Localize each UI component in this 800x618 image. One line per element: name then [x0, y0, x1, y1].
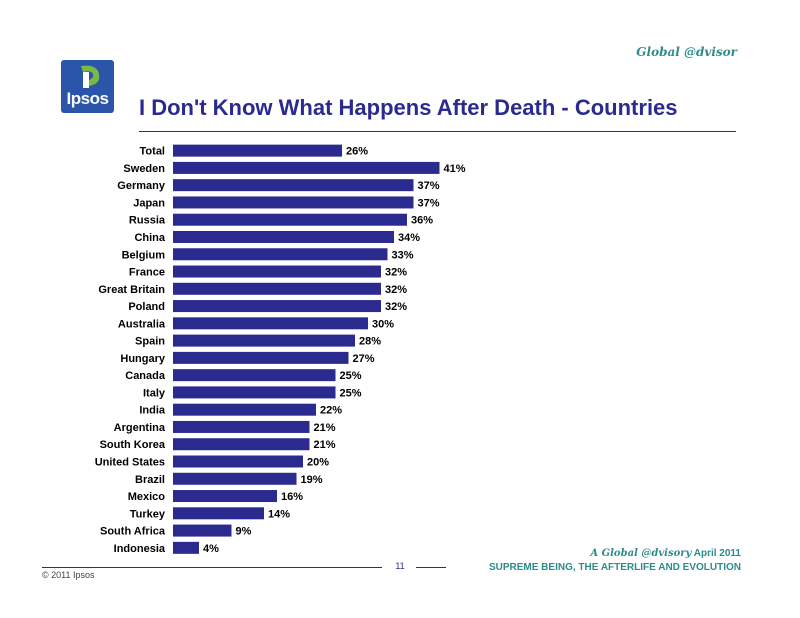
category-label: Russia — [129, 215, 166, 227]
category-label: Sweden — [123, 163, 165, 175]
category-label: Mexico — [128, 491, 166, 503]
data-label: 25% — [340, 370, 362, 382]
bar — [173, 455, 303, 468]
bar — [173, 248, 388, 261]
bar — [173, 438, 310, 451]
data-label: 32% — [385, 267, 407, 279]
data-label: 25% — [340, 387, 362, 399]
footer-divider-right — [416, 567, 446, 568]
data-label: 16% — [281, 491, 303, 503]
data-label: 32% — [385, 301, 407, 313]
data-label: 36% — [411, 215, 433, 227]
category-label: Germany — [117, 180, 166, 192]
bar — [173, 179, 414, 192]
data-label: 27% — [353, 353, 375, 365]
category-label: Belgium — [122, 249, 166, 261]
bar — [173, 507, 264, 520]
bar — [173, 334, 355, 347]
report-info: A Global @dvisory April 2011 SUPREME BEI… — [489, 547, 741, 575]
category-label: Argentina — [114, 422, 166, 434]
bar — [173, 213, 407, 226]
category-label: China — [134, 232, 165, 244]
category-label: Hungary — [120, 353, 166, 365]
brand-label: Global @dvisor — [636, 45, 737, 59]
category-label: Indonesia — [114, 543, 166, 555]
category-label: Poland — [128, 301, 165, 313]
bar — [173, 265, 381, 278]
data-label: 30% — [372, 318, 394, 330]
category-label: India — [139, 405, 166, 417]
bar — [173, 351, 349, 364]
bar — [173, 161, 440, 174]
bar — [173, 300, 381, 313]
data-label: 28% — [359, 336, 381, 348]
category-label: South Korea — [100, 439, 166, 451]
data-label: 19% — [301, 474, 323, 486]
data-label: 26% — [346, 146, 368, 158]
bar — [173, 317, 368, 330]
data-label: 32% — [385, 284, 407, 296]
bar — [173, 490, 277, 503]
category-label: Great Britain — [98, 284, 165, 296]
category-label: Brazil — [135, 474, 165, 486]
data-label: 33% — [392, 249, 414, 261]
bar — [173, 403, 316, 416]
logo-text: Ipsos — [66, 89, 109, 108]
data-label: 14% — [268, 508, 290, 520]
data-label: 9% — [236, 526, 252, 538]
copyright: © 2011 Ipsos — [42, 570, 95, 580]
page-title: I Don't Know What Happens After Death - … — [139, 95, 678, 120]
category-label: France — [129, 267, 165, 279]
bar — [173, 144, 342, 157]
data-label: 20% — [307, 456, 329, 468]
bar — [173, 420, 310, 433]
data-label: 41% — [444, 163, 466, 175]
data-label: 22% — [320, 405, 342, 417]
data-label: 37% — [418, 197, 440, 209]
bar — [173, 230, 394, 243]
bar — [173, 472, 297, 485]
data-label: 21% — [314, 439, 336, 451]
page-number: 11 — [395, 561, 405, 571]
report-subtitle: SUPREME BEING, THE AFTERLIFE AND EVOLUTI… — [488, 562, 741, 573]
category-label: South Africa — [100, 526, 166, 538]
category-label: Australia — [118, 318, 166, 330]
bar — [173, 541, 199, 554]
category-label: United States — [95, 456, 165, 468]
bar-chart: Total 26% Sweden 41% Germany 37% Japan 37% Russi… — [95, 144, 466, 555]
logo-emblem-icon — [81, 65, 100, 88]
category-label: Spain — [135, 336, 165, 348]
bar — [173, 524, 232, 537]
data-label: 21% — [314, 422, 336, 434]
title-divider — [139, 131, 736, 132]
data-label: 34% — [398, 232, 420, 244]
ipsos-logo: Ipsos — [61, 60, 114, 113]
category-label: Total — [140, 146, 165, 158]
data-label: 4% — [203, 543, 219, 555]
report-date: April 2011 — [691, 548, 741, 559]
footer-divider-left — [42, 567, 382, 568]
data-label: 37% — [418, 180, 440, 192]
report-series: A Global @dvisory — [590, 548, 692, 559]
bar — [173, 196, 414, 209]
category-label: Canada — [125, 370, 166, 382]
category-label: Japan — [133, 197, 165, 209]
bar — [173, 386, 336, 399]
category-label: Italy — [143, 387, 166, 399]
bar — [173, 282, 381, 295]
bar — [173, 369, 336, 382]
category-label: Turkey — [130, 508, 166, 520]
